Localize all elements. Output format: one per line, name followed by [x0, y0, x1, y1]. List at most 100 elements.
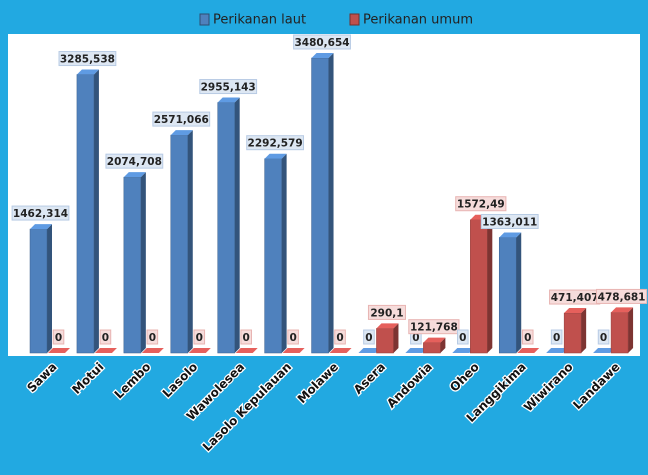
bar-side [516, 232, 522, 353]
data-label: 3480,654 [294, 37, 349, 49]
bar [376, 328, 394, 354]
data-label-box [246, 135, 305, 151]
data-label-box [193, 329, 206, 345]
data-label: 0 [553, 332, 560, 344]
bar-top [405, 348, 428, 353]
bar-side [93, 69, 99, 353]
bar-side [328, 53, 334, 353]
bar-side [581, 308, 587, 353]
data-label-box [199, 79, 258, 95]
bar-top [188, 348, 211, 353]
data-label: 1363,011 [482, 216, 537, 228]
bar-top [264, 153, 287, 159]
data-label: 0 [289, 332, 296, 344]
data-label: 290,1 [370, 307, 403, 319]
data-label: 1462,314 [13, 208, 68, 220]
bar [423, 342, 441, 354]
bar-side [393, 323, 399, 353]
data-label: 0 [412, 332, 419, 344]
data-label-box [152, 111, 211, 127]
bar-top [48, 348, 70, 353]
data-label-box [597, 329, 610, 345]
data-label-box [595, 288, 648, 304]
bar [498, 237, 517, 354]
bar-top [358, 348, 381, 353]
legend-swatch [199, 13, 210, 26]
bar-top [593, 348, 616, 353]
bar-top [123, 172, 146, 178]
data-label-box [455, 196, 507, 212]
data-label: 0 [600, 332, 607, 344]
bar-side [140, 172, 146, 353]
bar-top [423, 337, 446, 343]
bar [311, 57, 329, 354]
legend-swatch [349, 13, 360, 26]
data-label: 0 [55, 332, 62, 344]
bar [29, 228, 48, 354]
data-label: 0 [365, 332, 372, 344]
bar [76, 74, 95, 354]
bar-side [487, 214, 493, 353]
data-label-box [521, 329, 534, 345]
data-label: 2571,066 [154, 114, 209, 126]
bar [470, 219, 488, 354]
bar-side [47, 224, 52, 353]
bar-top [282, 348, 305, 353]
data-label-box [240, 329, 252, 345]
data-label: 1572,49 [457, 199, 505, 211]
bar-top [311, 53, 334, 58]
data-label-box [367, 304, 406, 320]
bar-top [235, 348, 258, 353]
data-label: 471,407 [551, 292, 599, 304]
bar-top [94, 348, 117, 353]
data-label-box [550, 329, 563, 345]
bar-top [517, 348, 540, 353]
data-label: 0 [459, 332, 466, 344]
data-label: 0 [524, 332, 531, 344]
legend-label: Perikanan umum [363, 13, 473, 28]
data-label: 0 [102, 332, 109, 344]
data-label-box [293, 34, 351, 50]
bar-top [546, 348, 569, 353]
bar-top [376, 323, 399, 329]
data-label-box [146, 329, 159, 345]
data-label: 0 [336, 332, 343, 344]
data-label-box [58, 51, 117, 67]
data-label: 3285,538 [60, 54, 115, 66]
bar [563, 312, 582, 354]
bar-top [141, 348, 164, 353]
data-label: 2292,579 [248, 138, 303, 150]
data-label: 478,681 [598, 291, 646, 303]
legend-label: Perikanan laut [213, 13, 306, 28]
data-label: 0 [149, 332, 156, 344]
bar [123, 176, 142, 354]
bar-top [452, 348, 475, 353]
data-label-box [287, 329, 299, 345]
bar-top [217, 97, 240, 103]
data-label: 2955,143 [201, 82, 256, 94]
bar-side [628, 307, 634, 353]
bar-side [187, 130, 193, 353]
data-label-box [105, 153, 164, 169]
bar [610, 312, 629, 354]
bar-top [329, 348, 352, 353]
data-label: 121,768 [410, 322, 458, 334]
bar [217, 102, 235, 354]
data-label-box [11, 205, 70, 221]
data-label: 0 [243, 332, 250, 344]
data-label-box [457, 329, 469, 345]
bar-top [170, 130, 193, 136]
data-label: 2074,708 [107, 156, 162, 168]
bar [170, 134, 189, 354]
bar-top [30, 224, 52, 230]
bar-top [564, 308, 587, 314]
bar [264, 158, 282, 354]
data-label-box [334, 329, 346, 345]
bar-side [281, 153, 287, 353]
bar-side [234, 97, 240, 353]
bar-top [611, 307, 634, 313]
data-label-box [480, 213, 539, 229]
data-label-box [99, 329, 112, 345]
data-label-box [52, 329, 65, 345]
